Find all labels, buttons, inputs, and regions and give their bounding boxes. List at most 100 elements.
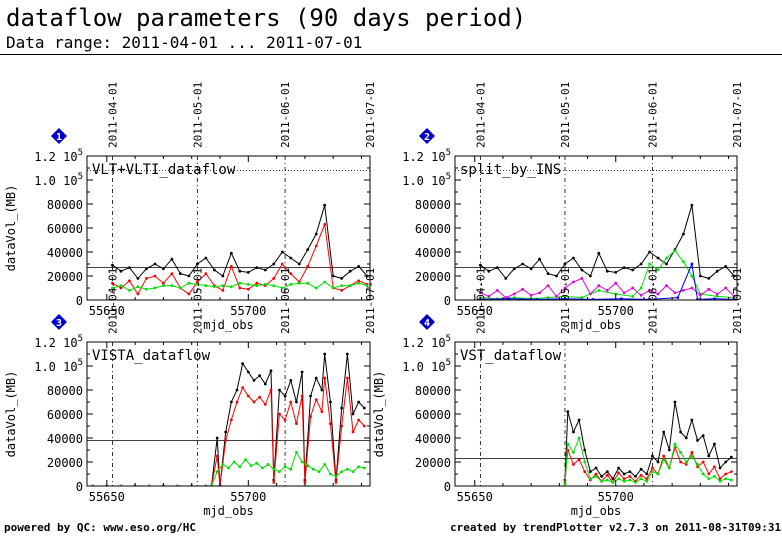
data-point-green [667, 466, 671, 470]
data-point-black [690, 203, 694, 207]
data-point-black [170, 257, 174, 261]
data-point-red [320, 410, 324, 413]
data-point-black [583, 448, 587, 452]
data-point-red [215, 454, 219, 458]
data-point-red [684, 463, 688, 466]
data-point-black [614, 271, 618, 274]
data-point-black [119, 269, 123, 273]
y-tick-label: 1.2 105 [34, 334, 83, 350]
data-point-black [478, 263, 482, 267]
data-point-black [563, 262, 567, 266]
data-point-black [684, 436, 688, 440]
data-point-magenta [665, 284, 668, 287]
data-point-black [269, 369, 273, 373]
data-point-green [306, 464, 310, 467]
y-tick-label: 80000 [415, 198, 451, 212]
x-axis-label: mjd_obs [571, 504, 622, 518]
data-point-green [340, 284, 344, 287]
data-point-black [566, 410, 570, 413]
y-tick-label: 40000 [47, 432, 83, 446]
data-point-green [628, 478, 632, 482]
data-point-green [563, 482, 567, 485]
data-point-red [145, 277, 148, 280]
date-tick-label: 2011-04-01 [474, 268, 487, 334]
x-tick-label: 55700 [230, 304, 266, 318]
panel-marker-icon [51, 128, 67, 144]
data-point-black [724, 460, 728, 464]
data-point-red [170, 272, 174, 275]
panel-label: VISTA_dataflow [92, 348, 211, 364]
data-point-magenta [614, 281, 618, 285]
data-point-red [269, 388, 273, 392]
data-point-green [634, 481, 637, 484]
footer-credit-left: powered by QC: www.eso.org/HC [4, 521, 197, 534]
data-point-black [724, 265, 728, 268]
data-point-magenta [639, 293, 643, 297]
data-point-red [283, 418, 287, 422]
y-tick-label: 20000 [415, 270, 451, 284]
data-point-red [278, 412, 281, 416]
data-point-black [538, 257, 541, 261]
series-line-blue [480, 262, 735, 300]
y-tick-label: 1.0 105 [402, 172, 451, 188]
data-point-black [651, 454, 654, 458]
data-point-black [577, 418, 581, 422]
data-point-green [701, 472, 705, 476]
data-point-green [566, 442, 570, 446]
y-axis-label: dataVol_(MB) [4, 185, 18, 272]
data-point-black [289, 256, 293, 260]
data-point-magenta [512, 292, 516, 296]
data-point-red [323, 223, 327, 226]
data-point-black [600, 475, 604, 478]
data-point-black [263, 382, 267, 386]
series-group [111, 203, 369, 296]
data-point-black [128, 266, 131, 269]
data-point-red [577, 458, 581, 461]
panel-marker-icon [419, 128, 435, 144]
data-point-green [255, 461, 259, 465]
data-point-magenta [648, 289, 651, 292]
data-point-red [357, 418, 361, 422]
data-point-magenta [478, 291, 482, 295]
data-point-green [238, 281, 242, 285]
data-point-red [323, 376, 327, 380]
data-point-black [682, 232, 685, 236]
x-tick-label: 55700 [230, 490, 266, 504]
data-point-green [232, 460, 236, 464]
data-point-green [283, 465, 287, 469]
data-point-green [272, 284, 276, 287]
date-tick-label: 2011-05-01 [559, 82, 572, 148]
data-point-red [252, 400, 256, 404]
y-tick-label: 1.2 105 [34, 148, 83, 164]
data-point-green [178, 286, 182, 290]
data-point-black [258, 374, 262, 377]
data-point-magenta [572, 280, 575, 284]
data-point-green [227, 466, 230, 470]
data-point-green [278, 470, 281, 473]
data-point-black [690, 418, 694, 422]
data-point-green [594, 475, 598, 478]
data-point-red [594, 472, 598, 476]
data-point-green [314, 286, 318, 290]
data-point-green [170, 284, 174, 287]
data-point-black [272, 262, 276, 266]
data-point-black [707, 277, 711, 280]
data-point-black [289, 379, 293, 382]
date-tick-label: 2011-05-01 [191, 268, 204, 334]
data-point-black [512, 267, 516, 271]
data-point-blue [619, 297, 623, 300]
data-point-green [334, 475, 338, 478]
data-point-blue [676, 296, 680, 299]
data-point-red [639, 473, 643, 477]
y-tick-label: 0 [76, 294, 83, 308]
data-point-green [238, 465, 242, 469]
data-point-black [701, 434, 705, 437]
data-point-black [529, 267, 533, 271]
data-point-red [289, 272, 293, 275]
y-tick-label: 1.2 105 [402, 334, 451, 350]
data-point-green [317, 470, 321, 473]
x-tick-label: 55650 [89, 490, 125, 504]
data-point-green [639, 286, 643, 290]
x-axis-label: mjd_obs [203, 504, 254, 518]
data-point-black [162, 267, 165, 271]
